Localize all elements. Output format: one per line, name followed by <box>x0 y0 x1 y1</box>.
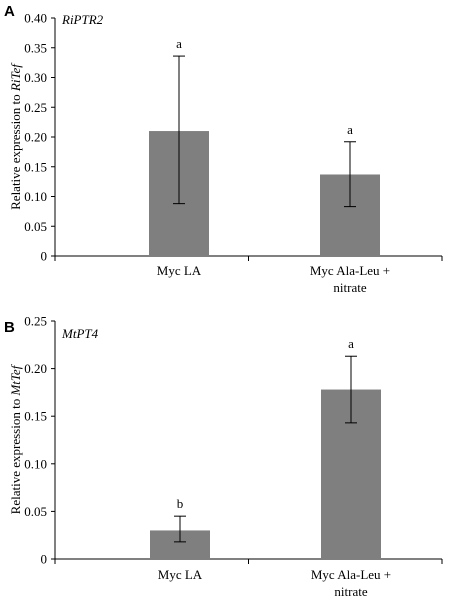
significance-letter: a <box>176 36 182 51</box>
x-category-label: nitrate <box>333 280 366 295</box>
significance-letter: a <box>347 122 353 137</box>
y-axis-label-gene: MtTef <box>8 363 23 396</box>
y-axis-label-gene: RiTef <box>8 62 23 92</box>
panel-label: B <box>4 319 15 336</box>
chart-panel-a: A 0 0.05 0.10 0.15 0.20 0.25 0.30 0.35 0.40 RiPTR2… <box>4 3 443 295</box>
x-category-label: Myc LA <box>158 567 203 582</box>
y-tick-label: 0.10 <box>24 189 47 204</box>
y-tick-label: 0.15 <box>24 409 47 424</box>
y-tick-label: 0.30 <box>24 70 47 85</box>
panel-label: A <box>4 3 15 20</box>
significance-letter: b <box>177 496 184 511</box>
y-tick-label: 0.05 <box>24 504 47 519</box>
y-axis-label: Relative expression to RiTef <box>8 62 23 210</box>
chart-panel-b: B 0 0.05 0.10 0.15 0.20 0.25 MtPT4 Relative expr… <box>4 314 443 599</box>
chart-title: RiPTR2 <box>61 12 104 27</box>
significance-letter: a <box>348 336 354 351</box>
y-tick-label: 0.35 <box>24 40 47 55</box>
y-tick-label: 0.20 <box>24 130 47 145</box>
y-axis-label-text: Relative expression to <box>8 396 23 515</box>
y-tick-label: 0.25 <box>24 100 47 115</box>
y-tick-label: 0 <box>41 552 48 567</box>
y-tick-label: 0 <box>41 249 48 264</box>
y-tick-label: 0.25 <box>24 314 47 329</box>
x-category-label: nitrate <box>334 584 367 599</box>
y-tick-label: 0.15 <box>24 159 47 174</box>
y-tick-label: 0.40 <box>24 11 47 26</box>
x-category-label: Myc Ala-Leu + <box>311 567 391 582</box>
chart-title: MtPT4 <box>61 326 99 341</box>
x-category-label: Myc LA <box>157 263 202 278</box>
y-axis-label: Relative expression to MtTef <box>8 363 23 514</box>
x-category-label: Myc Ala-Leu + <box>310 263 390 278</box>
y-tick-label: 0.10 <box>24 456 47 471</box>
y-tick-label: 0.20 <box>24 361 47 376</box>
y-tick-label: 0.05 <box>24 219 47 234</box>
y-axis-label-text: Relative expression to <box>8 91 23 210</box>
